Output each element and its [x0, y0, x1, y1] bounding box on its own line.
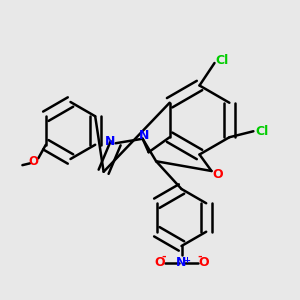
Text: -: -: [161, 252, 166, 262]
Text: Cl: Cl: [255, 125, 268, 138]
Text: +: +: [183, 256, 190, 265]
Text: O: O: [212, 167, 223, 181]
Text: N: N: [176, 256, 187, 269]
Text: Cl: Cl: [215, 53, 229, 67]
Text: O: O: [154, 256, 165, 269]
Text: O: O: [198, 256, 209, 269]
Text: N: N: [105, 135, 116, 148]
Text: -: -: [197, 252, 202, 262]
Text: O: O: [28, 155, 38, 168]
Text: N: N: [139, 129, 149, 142]
